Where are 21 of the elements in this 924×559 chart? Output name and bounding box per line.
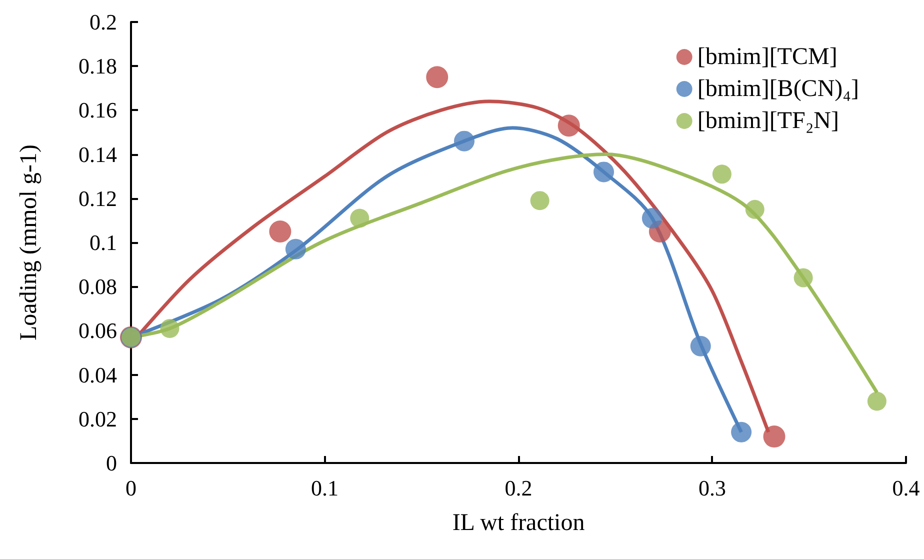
legend-label: [bmim][TCM] <box>697 44 838 70</box>
x-tick-label: 0.1 <box>311 476 338 500</box>
y-tick-label: 0 <box>106 450 117 476</box>
y-tick-label: 0.14 <box>78 142 117 167</box>
y-tick-label: 0.02 <box>78 406 117 432</box>
legend-label: [bmim][B(CN)₄] <box>697 76 859 102</box>
y-tick-label: 0.16 <box>78 98 117 123</box>
y-tick-label: 0.18 <box>78 54 117 79</box>
x-tick-label: 0.3 <box>698 476 726 500</box>
y-tick-label: 0.08 <box>78 274 117 300</box>
x-tick-label: 0.4 <box>892 476 920 500</box>
y-tick-label: 0.04 <box>78 362 117 388</box>
x-tick-label: 0.2 <box>504 476 532 500</box>
y-tick-label: 0.2 <box>90 10 117 34</box>
y-tick-label: 0.12 <box>78 186 117 211</box>
y-axis-title: Loading (mmol g-1) <box>16 144 42 340</box>
y-tick-label: 0.1 <box>90 230 117 255</box>
legend-label: [bmim][TF₂N] <box>697 108 840 134</box>
x-tick-label: 0 <box>126 476 136 500</box>
x-axis-title: IL wt fraction <box>452 510 585 536</box>
y-tick-label: 0.06 <box>78 318 117 344</box>
